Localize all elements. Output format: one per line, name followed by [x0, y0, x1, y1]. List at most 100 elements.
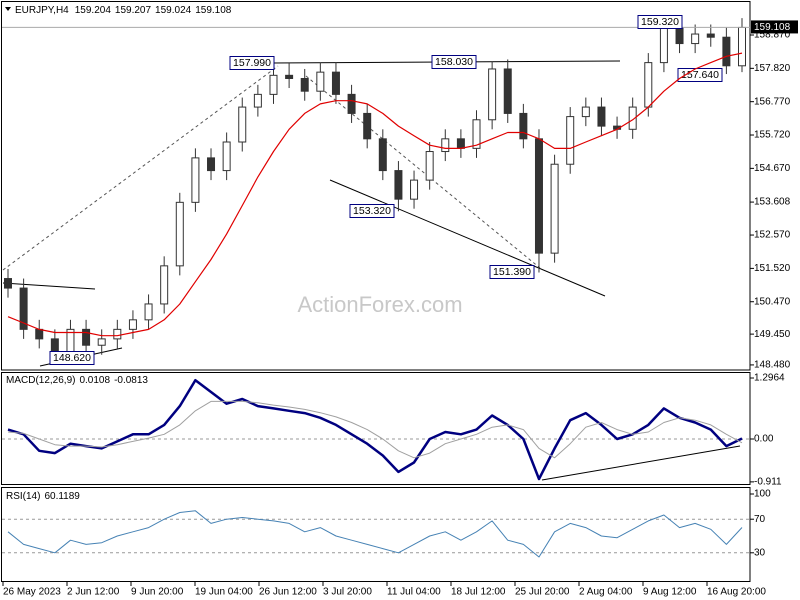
x-tick-label: 26 May 2023: [3, 587, 61, 598]
annotation-box: [677, 68, 723, 82]
y-tick-label: 151.520: [754, 263, 791, 274]
annotation: 148.620: [53, 352, 91, 364]
watermark: ActionForex.com: [297, 292, 462, 317]
y-tick-label: -0.911: [754, 477, 782, 488]
series-line: [7, 510, 743, 558]
rsi-panel: [1, 487, 751, 582]
main-panel: [1, 1, 751, 371]
candle-body: [97, 338, 106, 346]
x-tick-label: 25 Jul 20:00: [515, 587, 570, 598]
x-tick-label: 18 Jul 12:00: [451, 587, 506, 598]
candle-body: [191, 157, 200, 203]
trend-line: [541, 445, 741, 481]
candle-body: [4, 278, 12, 289]
trend-line: [329, 179, 606, 297]
y-tick-label: 153.608: [754, 197, 791, 208]
candle-body: [519, 112, 528, 140]
candle-body: [581, 106, 590, 118]
x-tick-label: 11 Jul 04:00: [387, 587, 441, 598]
header-value: 159.207: [115, 5, 152, 16]
x-tick-label: 3 Jul 20:00: [323, 587, 372, 598]
indicator-value: 60.1189: [44, 491, 80, 502]
candle-body: [378, 138, 387, 172]
rsi-title: RSI(14) 60.1189: [6, 491, 80, 502]
candle-body: [144, 303, 153, 321]
y-tick-label: 150.470: [754, 296, 791, 307]
series-line: [7, 52, 743, 337]
y-tick-label: 158.870: [754, 30, 791, 41]
indicator-name: RSI(14): [6, 491, 40, 502]
candle-body: [441, 138, 450, 153]
candle-body: [644, 62, 653, 108]
macd-title: MACD(12,26,9) 0.0108 -0.0813: [6, 375, 148, 386]
candle-body: [300, 77, 309, 92]
y-tick-label: 148.480: [754, 360, 791, 371]
candle-body: [456, 138, 465, 149]
candle-body: [113, 328, 122, 340]
candle-body: [706, 33, 715, 38]
candle-body: [425, 151, 434, 181]
menu-icon: [5, 7, 11, 11]
x-tick-label: 2 Jun 12:00: [67, 587, 120, 598]
annotation-box: [489, 265, 535, 279]
y-tick-label: 152.570: [754, 230, 791, 241]
candle-body: [597, 106, 606, 127]
trend-line: [305, 75, 541, 269]
candle-body: [269, 74, 278, 95]
x-tick-label: 9 Aug 12:00: [643, 587, 697, 598]
candle-body: [82, 328, 91, 346]
price-label: 159.108: [754, 22, 791, 33]
annotation: 151.390: [493, 266, 531, 278]
candle-body: [738, 26, 746, 67]
candle-body: [503, 68, 512, 114]
candle-body: [472, 119, 481, 149]
annotation: 153.320: [353, 205, 391, 217]
candle-body: [691, 33, 700, 45]
indicator-value: -0.0813: [114, 375, 148, 386]
header-value: 159.024: [155, 5, 192, 16]
candle-body: [675, 27, 684, 45]
annotation: 157.990: [233, 57, 271, 69]
y-tick-label: 0.00: [754, 434, 774, 445]
indicator-name: MACD(12,26,9): [6, 375, 75, 386]
x-tick-label: 9 Jun 20:00: [131, 587, 184, 598]
y-tick-label: 30: [754, 547, 766, 558]
header-value: 159.204: [75, 5, 112, 16]
candle-body: [222, 141, 231, 172]
candle-body: [534, 138, 543, 254]
candle-body: [566, 116, 575, 165]
y-tick-label: 1.2964: [754, 373, 785, 384]
candle-body: [238, 106, 247, 143]
candle-body: [285, 74, 294, 79]
header-value: 159.108: [195, 5, 232, 16]
candle-body: [128, 319, 137, 330]
candle-body: [35, 328, 44, 340]
annotation-box: [49, 351, 95, 365]
candle-body: [19, 287, 28, 330]
symbol: EURJPY,H4: [15, 5, 69, 16]
annotation-box: [637, 15, 683, 29]
annotation: 159.320: [641, 16, 679, 28]
y-tick-label: 155.720: [754, 130, 791, 141]
candle-body: [722, 36, 731, 67]
price-box: [751, 20, 798, 34]
candle-body: [410, 179, 419, 200]
series-line: [7, 400, 743, 459]
x-tick-label: 26 Jun 12:00: [259, 587, 317, 598]
x-tick-label: 16 Aug 20:00: [707, 587, 766, 598]
macd-panel: [1, 372, 751, 485]
indicator-value: 0.0108: [79, 375, 110, 386]
series-line: [7, 378, 743, 481]
trend-lines: [2, 60, 741, 481]
y-tick-label: 154.670: [754, 163, 791, 174]
candle-body: [347, 93, 356, 114]
y-tick-label: 157.820: [754, 63, 791, 74]
candle-body: [659, 27, 668, 64]
trend-line: [2, 282, 96, 290]
candle-body: [316, 71, 325, 92]
y-tick-label: 100: [754, 489, 771, 500]
candle-body: [175, 201, 184, 267]
header: EURJPY,H4 159.204 159.207 159.024 159.108: [15, 5, 232, 16]
